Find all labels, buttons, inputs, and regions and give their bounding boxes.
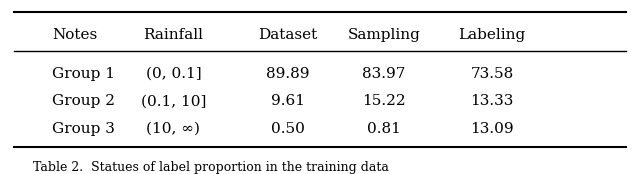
Text: (10, ∞): (10, ∞) (147, 121, 200, 136)
Text: Notes: Notes (52, 28, 98, 42)
Text: Dataset: Dataset (259, 28, 318, 42)
Text: Group 3: Group 3 (52, 121, 115, 136)
Text: Rainfall: Rainfall (143, 28, 204, 42)
Text: Table 2.  Statues of label proportion in the training data: Table 2. Statues of label proportion in … (33, 161, 389, 174)
Text: Group 1: Group 1 (52, 67, 115, 81)
Text: 83.97: 83.97 (362, 67, 405, 81)
Text: (0, 0.1]: (0, 0.1] (146, 67, 201, 81)
Text: (0.1, 10]: (0.1, 10] (141, 94, 206, 108)
Text: 9.61: 9.61 (271, 94, 305, 108)
Text: 0.81: 0.81 (367, 121, 401, 136)
Text: Group 2: Group 2 (52, 94, 115, 108)
Text: 73.58: 73.58 (470, 67, 514, 81)
Text: 15.22: 15.22 (362, 94, 406, 108)
Text: Labeling: Labeling (458, 28, 525, 42)
Text: Sampling: Sampling (348, 28, 420, 42)
Text: 13.33: 13.33 (470, 94, 514, 108)
Text: 0.50: 0.50 (271, 121, 305, 136)
Text: 89.89: 89.89 (266, 67, 310, 81)
Text: 13.09: 13.09 (470, 121, 514, 136)
